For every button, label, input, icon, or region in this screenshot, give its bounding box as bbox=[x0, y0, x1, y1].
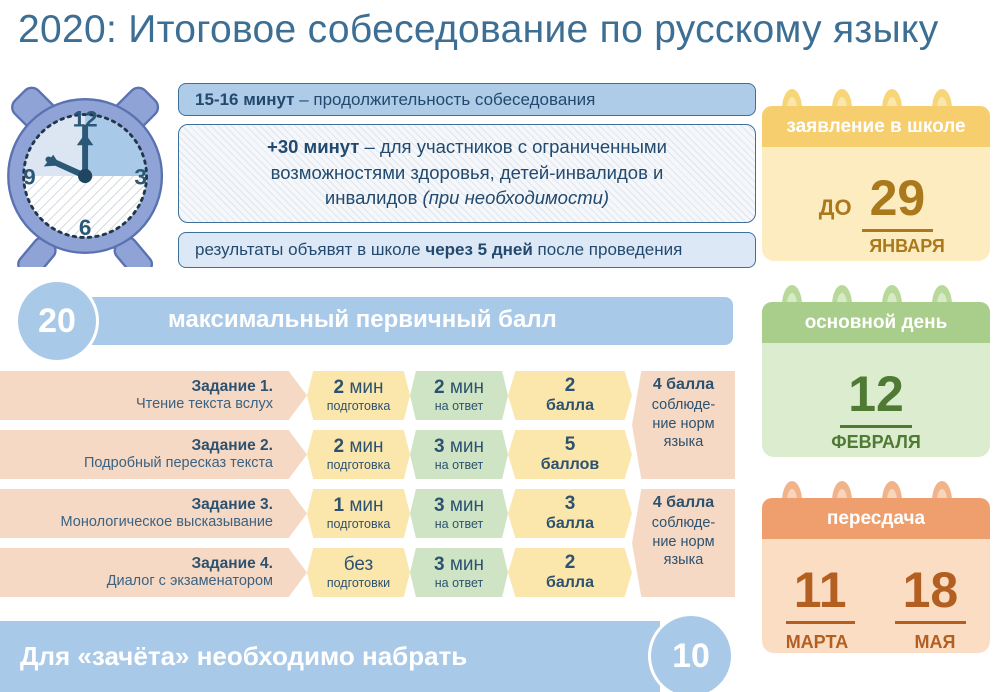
svg-text:12: 12 bbox=[73, 106, 98, 131]
svg-text:9: 9 bbox=[23, 164, 35, 189]
svg-text:6: 6 bbox=[79, 215, 91, 240]
svg-text:3: 3 bbox=[134, 164, 146, 189]
